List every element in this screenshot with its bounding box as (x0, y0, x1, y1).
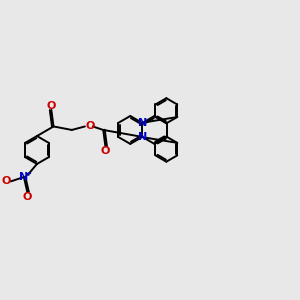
Text: +: + (25, 170, 31, 176)
Text: O: O (85, 121, 95, 130)
Text: O: O (47, 101, 56, 111)
Text: N: N (19, 172, 28, 182)
Text: O: O (23, 192, 32, 202)
Text: O: O (101, 146, 110, 156)
Text: N: N (138, 132, 147, 142)
Text: O: O (1, 176, 11, 186)
Text: N: N (138, 118, 147, 128)
